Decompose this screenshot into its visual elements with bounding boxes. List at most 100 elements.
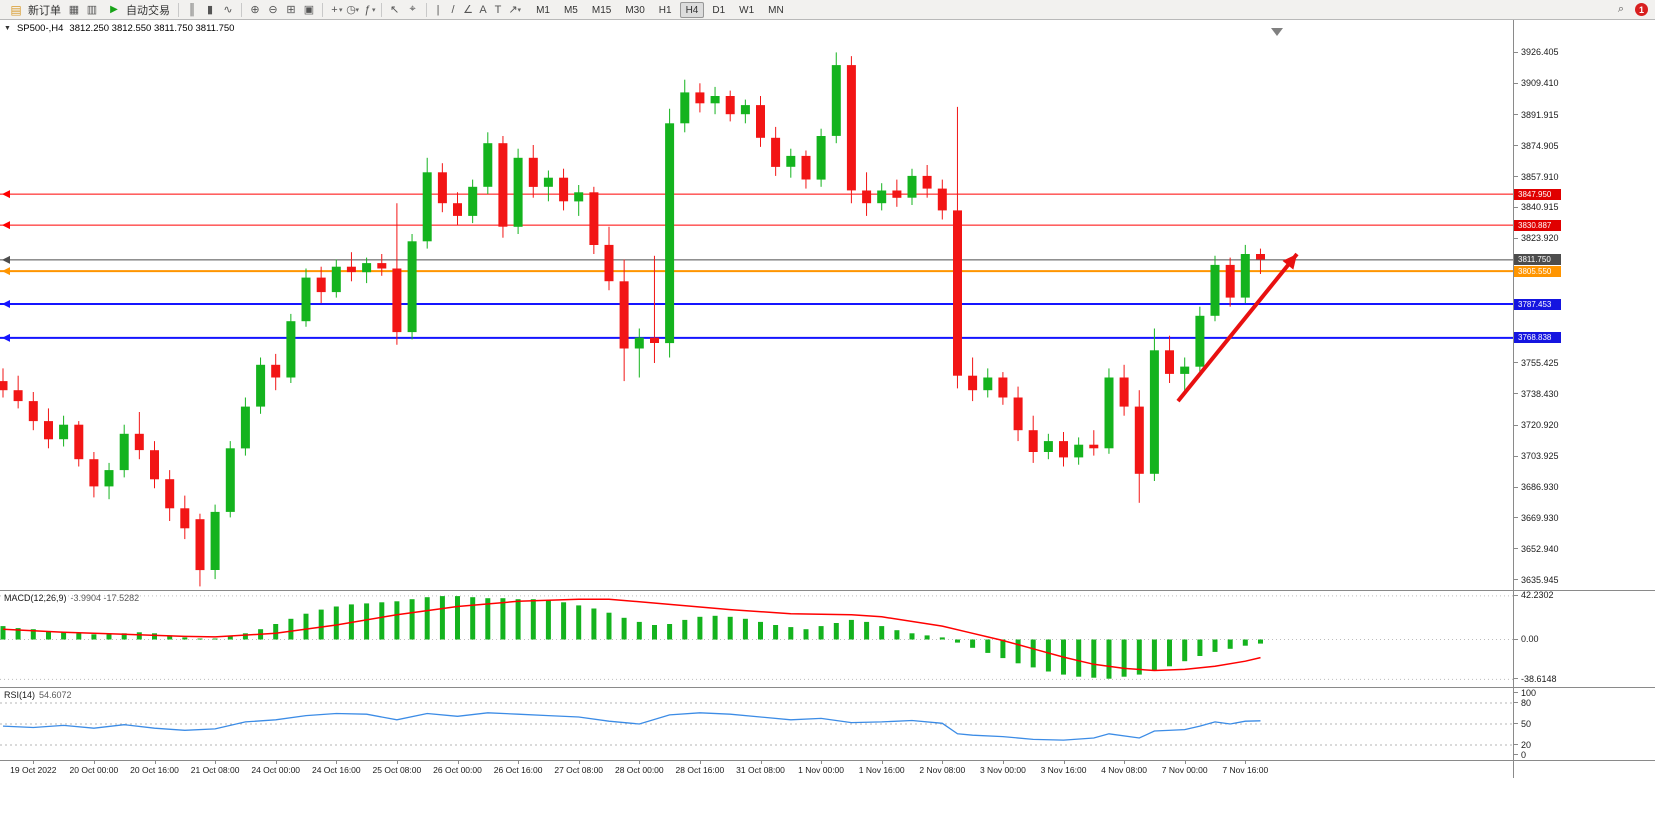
price-tick: 100 bbox=[1521, 687, 1537, 698]
chevron-down-icon[interactable]: ▾ bbox=[517, 6, 522, 14]
axis-tickmark bbox=[1514, 723, 1518, 724]
macd-label: MACD(12,26,9) -3.9904 -17.5282 bbox=[4, 593, 140, 603]
tile-windows-icon[interactable]: ▣ bbox=[303, 4, 315, 16]
price-tick: 3926.405 bbox=[1521, 47, 1559, 58]
price-tick: 50 bbox=[1521, 718, 1532, 729]
time-axis[interactable]: 19 Oct 2022 20 Oct 00:00 20 Oct 16:00 21 Oc… bbox=[0, 760, 1513, 778]
timeframe-buttons: M1 M5 M15 M30 H1 H4 D1 W1 MN bbox=[530, 1, 790, 18]
auto-trading-button[interactable]: ▶ 自动交易 bbox=[101, 1, 174, 19]
time-tick bbox=[93, 761, 95, 764]
axis-separator bbox=[1514, 687, 1655, 688]
axis-tickmark bbox=[1514, 517, 1518, 519]
price-tick: 3874.905 bbox=[1521, 140, 1559, 151]
price-badge: 3830.887 bbox=[1514, 219, 1561, 231]
axis-tickmark bbox=[1514, 145, 1518, 147]
main-price-chart[interactable]: ▼ SP500-,H4 3812.250 3812.550 3811.750 3… bbox=[0, 20, 1513, 590]
channel-tool-icon[interactable]: ∠ bbox=[463, 4, 473, 16]
text-tool-icon[interactable]: A bbox=[479, 3, 487, 16]
crosshair-icon[interactable]: ⌖ bbox=[409, 3, 416, 15]
axis-separator bbox=[1514, 760, 1655, 761]
macd-panel[interactable]: MACD(12,26,9) -3.9904 -17.5282 bbox=[0, 590, 1513, 687]
time-tick bbox=[1124, 761, 1126, 764]
chevron-down-icon[interactable]: ▾ bbox=[339, 6, 343, 14]
timeframe-m1[interactable]: M1 bbox=[536, 4, 550, 16]
indicators-icon[interactable]: ƒ bbox=[364, 3, 371, 16]
rsi-label: RSI(14) 54.6072 bbox=[4, 690, 72, 700]
timeframe-m5[interactable]: M5 bbox=[563, 4, 578, 16]
chart-shift-marker bbox=[1271, 28, 1283, 36]
axis-tickmark bbox=[1514, 206, 1518, 208]
time-tick bbox=[275, 761, 277, 764]
price-tick: 3755.425 bbox=[1521, 357, 1559, 368]
new-order-button[interactable]: ▤ 新订单 bbox=[3, 1, 65, 19]
price-badge: 3847.950 bbox=[1514, 188, 1561, 200]
chart-header: ▼ SP500-,H4 3812.250 3812.550 3811.750 3… bbox=[4, 23, 234, 34]
search-icon[interactable]: ⌕ bbox=[1617, 3, 1625, 15]
grid-icon[interactable]: ⊞ bbox=[286, 4, 296, 16]
price-tick: 3857.910 bbox=[1521, 171, 1559, 182]
time-label: 20 Oct 16:00 bbox=[130, 765, 179, 775]
time-tick bbox=[336, 761, 338, 764]
rsi-panel[interactable]: RSI(14) 54.6072 bbox=[0, 687, 1513, 760]
timeframe-h4[interactable]: H4 bbox=[679, 1, 705, 18]
bar-chart-icon[interactable]: ║ bbox=[188, 3, 196, 16]
candlestick-plot[interactable] bbox=[0, 27, 1513, 590]
time-label: 28 Oct 16:00 bbox=[675, 765, 725, 775]
new-chart-icon[interactable]: + bbox=[331, 3, 338, 16]
symbol-period-label: SP500-,H4 bbox=[16, 23, 64, 34]
price-tick: 0.00 bbox=[1521, 634, 1539, 644]
chevron-down-icon[interactable]: ▾ bbox=[372, 6, 376, 14]
timeframe-d1[interactable]: D1 bbox=[712, 4, 726, 16]
timeframe-m15[interactable]: M15 bbox=[591, 4, 612, 16]
price-axis[interactable]: 3926.405 3909.410 3891.915 3874.905 3857.910… bbox=[1513, 20, 1655, 778]
zoom-out-icon[interactable]: ⊖ bbox=[268, 4, 278, 16]
timeframe-h1[interactable]: H1 bbox=[658, 4, 672, 16]
new-order-icon: ▤ bbox=[10, 2, 22, 17]
axis-tickmark bbox=[1514, 237, 1518, 239]
axis-tickmark bbox=[1514, 51, 1518, 53]
price-tick: 3891.915 bbox=[1521, 109, 1559, 120]
price-tick: 3703.925 bbox=[1521, 451, 1559, 462]
price-tick: 3720.920 bbox=[1521, 420, 1559, 431]
timeframe-w1[interactable]: W1 bbox=[739, 4, 755, 16]
zoom-in-icon[interactable]: ⊕ bbox=[250, 4, 260, 16]
time-label: 7 Nov 16:00 bbox=[1222, 765, 1269, 775]
hline-left-marker bbox=[2, 190, 10, 199]
axis-tickmark bbox=[1514, 678, 1518, 680]
timeframe-mn[interactable]: MN bbox=[768, 4, 784, 16]
candlestick-chart-icon[interactable]: ▮ bbox=[206, 4, 214, 16]
toolbar-separator bbox=[241, 2, 242, 17]
timeframe-m30[interactable]: M30 bbox=[625, 4, 645, 16]
time-tick bbox=[1245, 761, 1247, 764]
vertical-line-tool-icon[interactable]: | bbox=[436, 3, 440, 16]
toolbar-separator bbox=[322, 2, 323, 17]
new-order-label: 新订单 bbox=[28, 4, 61, 17]
charts-profile-icon[interactable]: ▦ bbox=[68, 4, 80, 16]
market-watch-icon[interactable]: ▥ bbox=[86, 4, 98, 16]
hline-left-marker bbox=[2, 267, 10, 276]
axis-tickmark bbox=[1514, 82, 1518, 84]
macd-plot[interactable] bbox=[0, 592, 1513, 687]
price-tick: 3840.915 bbox=[1521, 202, 1559, 213]
notification-badge[interactable]: 1 bbox=[1635, 3, 1648, 16]
toolbar-right: ⌕ 1 bbox=[1612, 2, 1652, 18]
toolbar-separator bbox=[425, 2, 427, 17]
one-click-trading-toggle[interactable]: ▼ bbox=[4, 25, 11, 32]
trend-arrow-head bbox=[1282, 254, 1297, 270]
time-label: 1 Nov 16:00 bbox=[858, 765, 905, 775]
cursor-icon[interactable]: ↖ bbox=[389, 4, 400, 16]
price-tick: 42.2302 bbox=[1521, 590, 1554, 601]
toolbar-separator bbox=[178, 2, 179, 17]
time-tick bbox=[518, 761, 520, 764]
trendline-tool-icon[interactable]: / bbox=[451, 3, 455, 16]
rsi-plot[interactable] bbox=[0, 689, 1513, 759]
hline-left-marker bbox=[2, 221, 10, 230]
label-tool-icon[interactable]: T bbox=[494, 3, 502, 16]
arrow-tool-icon[interactable]: ↗ bbox=[508, 4, 518, 16]
axis-tickmark bbox=[1514, 702, 1518, 703]
time-label: 25 Oct 08:00 bbox=[372, 765, 422, 775]
period-clock-icon[interactable]: ◷ bbox=[346, 4, 356, 16]
line-chart-icon[interactable]: ∿ bbox=[223, 4, 233, 16]
time-tick bbox=[578, 761, 580, 764]
chevron-down-icon[interactable]: ▾ bbox=[355, 6, 360, 14]
